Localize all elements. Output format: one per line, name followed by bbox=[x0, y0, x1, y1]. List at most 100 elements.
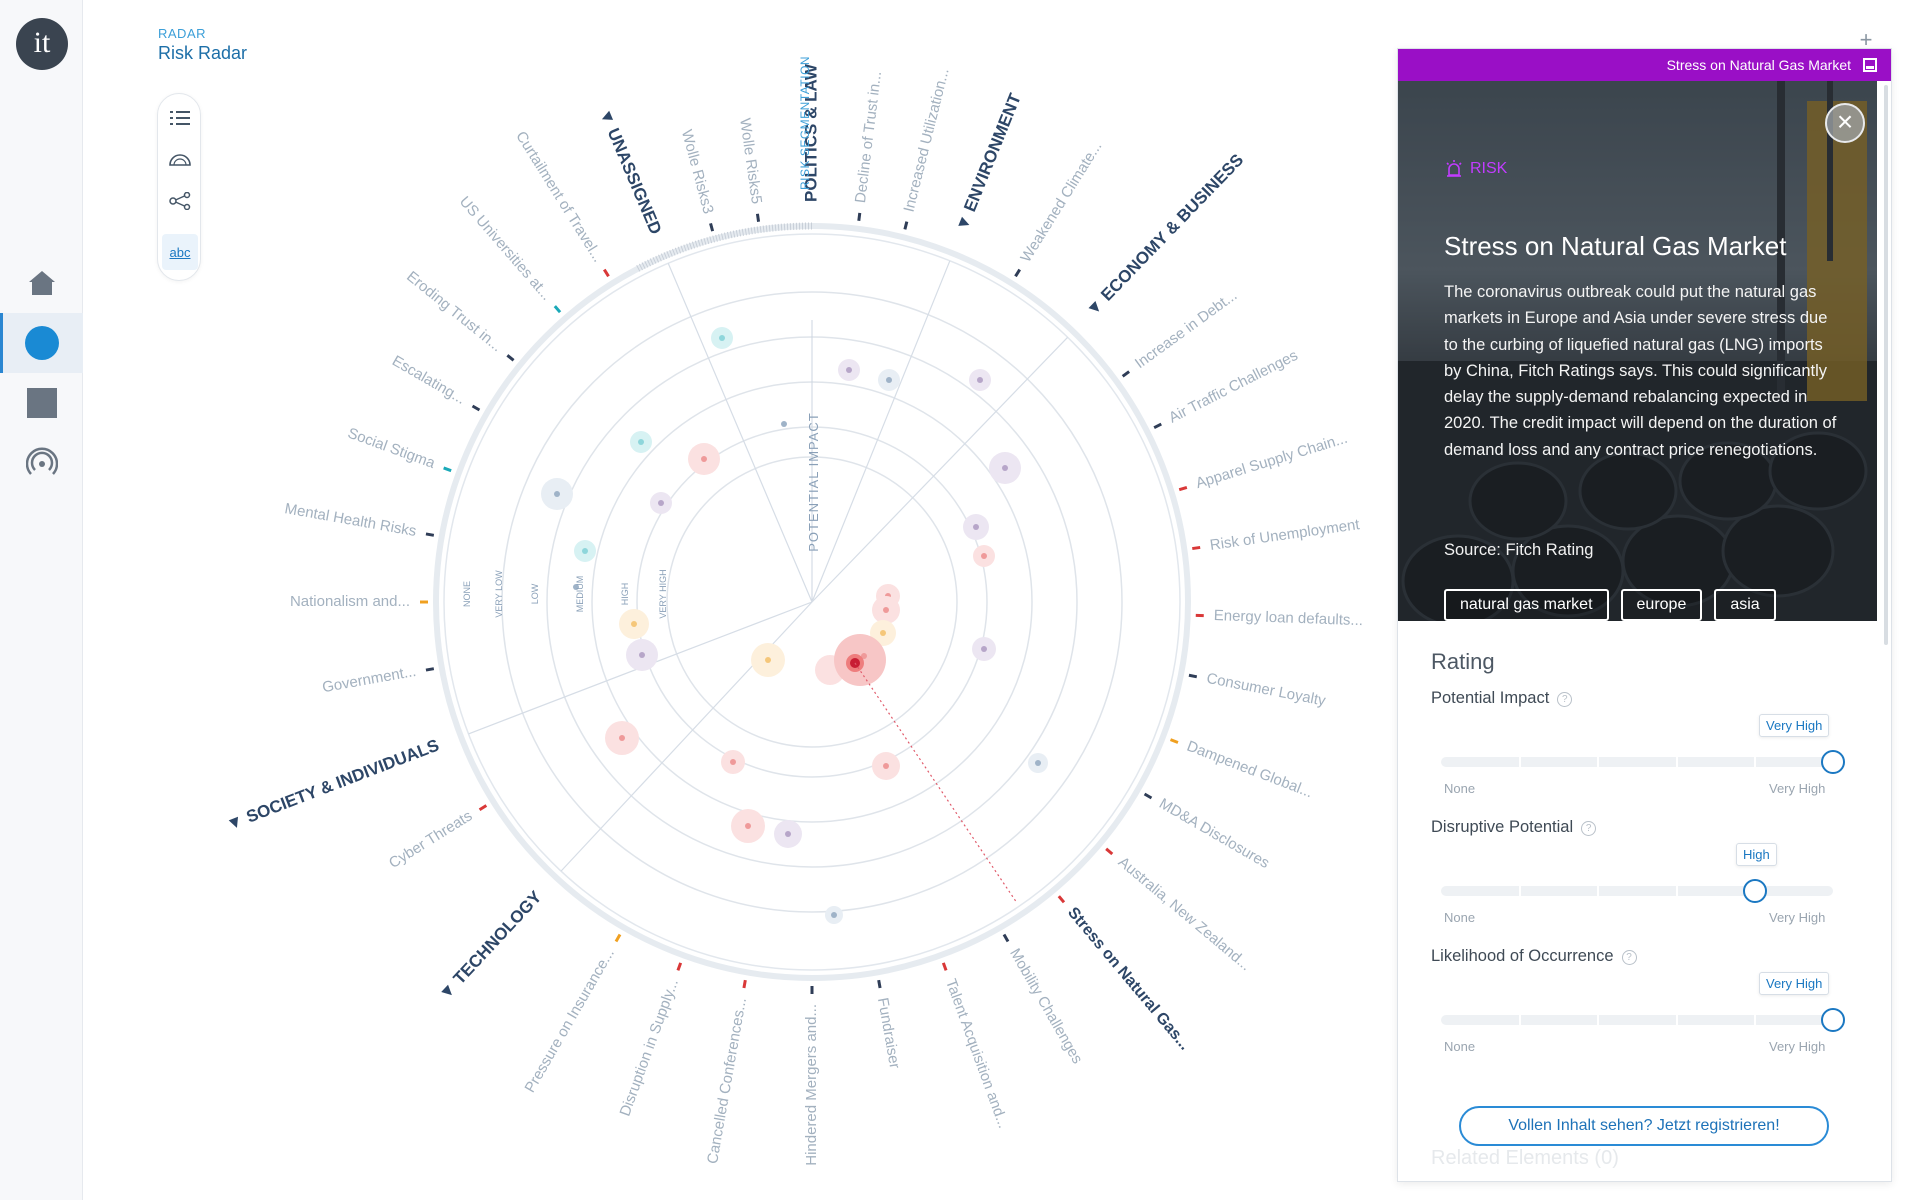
risk-label[interactable]: Fundraiser bbox=[874, 996, 903, 1070]
risk-color-marker bbox=[676, 962, 683, 971]
risk-color-marker bbox=[1153, 422, 1162, 430]
risk-label[interactable]: Talent Acquisition and... bbox=[942, 977, 1012, 1131]
nav-signal[interactable] bbox=[0, 432, 83, 492]
list-view-button[interactable] bbox=[162, 100, 198, 136]
rating-section: Rating Potential Impact? Very High None … bbox=[1431, 649, 1851, 1054]
risk-label[interactable]: Decline of Trust in... bbox=[852, 70, 885, 204]
segment-title[interactable]: ▼ SOCIETY & INDIVIDUALS bbox=[224, 736, 442, 835]
risk-label[interactable]: Cyber Threats bbox=[386, 807, 475, 872]
risk-color-marker bbox=[1121, 370, 1131, 378]
slider-label: Disruptive Potential bbox=[1431, 818, 1574, 836]
segment-boundary-line bbox=[811, 260, 951, 603]
risk-color-marker bbox=[1014, 268, 1022, 278]
home-icon bbox=[28, 271, 55, 295]
risk-color-marker bbox=[1169, 738, 1179, 744]
slider-track[interactable] bbox=[1441, 1015, 1833, 1025]
label-toggle-button[interactable]: abc bbox=[162, 234, 198, 270]
risk-label[interactable]: Mental Health Risks bbox=[283, 500, 417, 540]
slider-track[interactable] bbox=[1441, 886, 1833, 896]
risk-label[interactable]: Pressure on Insurance... bbox=[521, 946, 617, 1096]
nav-radar[interactable] bbox=[0, 313, 83, 373]
risk-label[interactable]: MD&A Disclosures bbox=[1156, 795, 1272, 872]
segment-title[interactable]: ▼ TECHNOLOGY bbox=[435, 887, 546, 1004]
add-button[interactable]: + bbox=[1859, 27, 1873, 52]
risk-label[interactable]: Apparel Supply Chain... bbox=[1194, 430, 1350, 492]
risk-label[interactable]: Eroding Trust in... bbox=[403, 268, 505, 355]
ring-level-label: VERY LOW bbox=[494, 570, 504, 618]
risk-color-marker bbox=[1143, 792, 1153, 800]
risk-label[interactable]: Disruption in Supply... bbox=[616, 977, 681, 1119]
nav-square[interactable] bbox=[0, 373, 83, 433]
risk-color-marker bbox=[709, 222, 715, 232]
slider-handle[interactable] bbox=[1743, 879, 1767, 903]
help-icon[interactable]: ? bbox=[1581, 821, 1597, 836]
risk-color-marker bbox=[614, 933, 622, 943]
help-icon[interactable]: ? bbox=[1621, 950, 1637, 965]
panel-scrollbar[interactable] bbox=[1884, 85, 1888, 645]
risk-label[interactable]: Escalating... bbox=[389, 352, 468, 408]
risk-label[interactable]: Dampened Global... bbox=[1184, 738, 1315, 802]
view-toolbar: abc bbox=[157, 93, 201, 281]
risk-type-tag: RISK bbox=[1444, 159, 1507, 179]
help-icon[interactable]: ? bbox=[1557, 692, 1573, 707]
risk-label[interactable]: Energy loan defaults... bbox=[1213, 607, 1363, 629]
risk-color-marker bbox=[1192, 545, 1201, 551]
risk-segmentation-label: RISK SEGMENTATION bbox=[798, 56, 812, 190]
slider-label: Likelihood of Occurrence bbox=[1431, 947, 1614, 965]
risk-label[interactable]: Increase in Debt... bbox=[1132, 287, 1240, 372]
risk-label[interactable]: Social Stigma bbox=[345, 425, 438, 473]
risk-color-marker bbox=[478, 804, 488, 812]
slider-label: Potential Impact bbox=[1431, 689, 1550, 707]
scale-max-label: Very High bbox=[1769, 781, 1826, 796]
risk-label[interactable]: Increased Utilization... bbox=[900, 67, 952, 214]
risk-label[interactable]: Consumer Loyalty bbox=[1205, 670, 1327, 710]
risk-label[interactable]: Air Traffic Challenges bbox=[1166, 347, 1301, 427]
panel-header: Stress on Natural Gas Market bbox=[1398, 49, 1891, 81]
minimize-icon[interactable] bbox=[1863, 58, 1877, 72]
risk-label[interactable]: Risk of Unemployment bbox=[1209, 516, 1362, 554]
register-cta-button[interactable]: Vollen Inhalt sehen? Jetzt registrieren! bbox=[1459, 1106, 1829, 1146]
ring-level-label: MEDIUM bbox=[575, 576, 585, 613]
risk-label[interactable]: US Universities at... bbox=[456, 193, 555, 304]
segment-title[interactable]: POLITICS & LAW bbox=[801, 63, 820, 202]
risk-detail-panel: Stress on Natural Gas Market bbox=[1397, 48, 1892, 1182]
tag-chip[interactable]: asia bbox=[1714, 589, 1776, 621]
risk-label[interactable]: Hindered Mergers and... bbox=[803, 1004, 820, 1166]
slider-track[interactable] bbox=[1441, 757, 1833, 767]
risk-label[interactable]: Curtailment of Travel... bbox=[512, 128, 606, 265]
app-logo[interactable]: it bbox=[16, 18, 68, 70]
scale-max-label: Very High bbox=[1769, 910, 1826, 925]
risk-label[interactable]: Government... bbox=[321, 663, 418, 696]
ring-level-label: HIGH bbox=[620, 583, 630, 606]
slider-handle[interactable] bbox=[1821, 1008, 1845, 1032]
nav-home[interactable] bbox=[0, 253, 83, 313]
risk-label[interactable]: Weakened Climate... bbox=[1017, 138, 1105, 265]
tag-chip[interactable]: europe bbox=[1620, 589, 1703, 621]
segment-title[interactable]: ▼ ENVIRONMENT bbox=[952, 90, 1025, 234]
radar-view-button[interactable] bbox=[162, 142, 198, 178]
risk-label[interactable]: Mobility Challenges bbox=[1006, 946, 1086, 1067]
risk-label[interactable]: Stress on Natural Gas... bbox=[1064, 904, 1193, 1053]
segment-title[interactable]: ▼ UNASSIGNED bbox=[595, 106, 665, 238]
ring-level-label: LOW bbox=[530, 583, 540, 604]
risk-label[interactable]: Australia, New Zealand... bbox=[1115, 853, 1254, 974]
ring-level-label: NONE bbox=[462, 581, 472, 607]
risk-color-marker bbox=[425, 532, 435, 537]
risk-color-marker bbox=[425, 667, 435, 672]
slider-handle[interactable] bbox=[1821, 750, 1845, 774]
risk-color-marker bbox=[553, 305, 562, 314]
half-radar-icon bbox=[169, 154, 191, 166]
risk-label[interactable]: Wolle Risks5 bbox=[736, 117, 765, 205]
risk-label[interactable]: Cancelled Conferences... bbox=[704, 996, 750, 1165]
tag-chip[interactable]: natural gas market bbox=[1444, 589, 1609, 621]
risk-label[interactable]: Nationalism and... bbox=[290, 593, 410, 610]
slider-value-bubble: High bbox=[1736, 843, 1777, 866]
network-view-button[interactable] bbox=[162, 183, 198, 219]
close-panel-button[interactable]: × bbox=[1825, 103, 1865, 143]
risk-source: Source: Fitch Rating bbox=[1444, 541, 1594, 559]
page-subtitle: RADAR bbox=[158, 26, 207, 41]
left-rail: it bbox=[0, 0, 83, 1200]
signal-icon bbox=[25, 447, 58, 475]
risk-label[interactable]: Wolle Risks3 bbox=[678, 128, 717, 216]
